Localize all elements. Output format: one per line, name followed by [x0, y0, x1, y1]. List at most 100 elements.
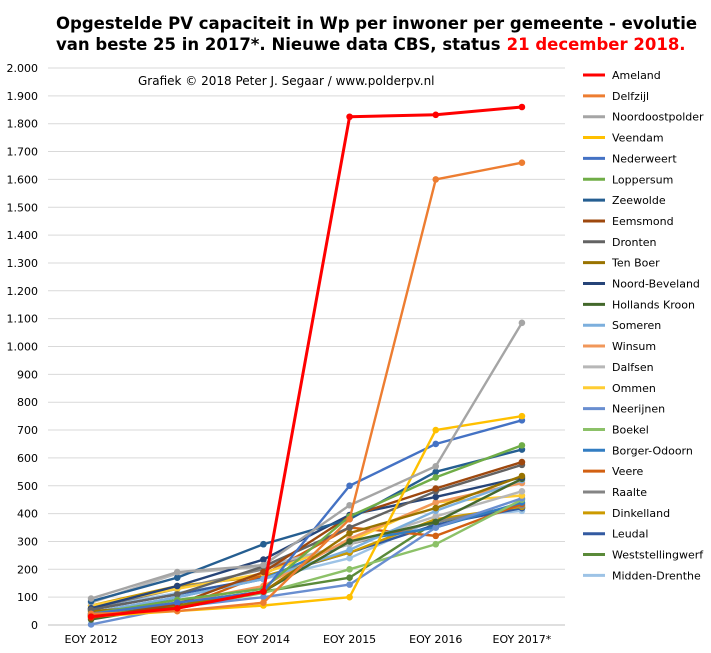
series-delfzijl — [87, 159, 526, 618]
legend-label: Borger-Odoorn — [612, 444, 693, 457]
legend-item: Hollands Kroon — [583, 298, 695, 311]
y-tick-label: 700 — [17, 424, 38, 437]
data-point — [432, 462, 440, 470]
data-point — [260, 599, 267, 607]
data-point — [432, 524, 440, 531]
data-point — [173, 574, 181, 581]
data-point — [518, 458, 526, 466]
y-tick-label: 300 — [17, 535, 38, 548]
y-tick-label: 900 — [17, 368, 38, 381]
x-tick-label: EOY 2014 — [237, 633, 290, 646]
legend-item: Ommen — [583, 382, 656, 395]
data-point — [260, 556, 267, 563]
y-tick-label: 1.600 — [7, 173, 39, 186]
legend-item: Weststellingwerf — [583, 549, 704, 562]
y-tick-label: 1.400 — [7, 229, 39, 242]
y-tick-label: 200 — [17, 563, 38, 576]
series-ameland — [87, 103, 526, 620]
legend-item: Neerijnen — [583, 403, 665, 416]
legend-label: Veendam — [612, 132, 664, 145]
data-point — [260, 593, 267, 601]
series-line — [89, 161, 524, 616]
legend-label: Eemsmond — [612, 215, 674, 228]
legend-item: Midden-Drenthe — [583, 569, 701, 582]
legend-label: Dalfsen — [612, 361, 654, 374]
series-line — [89, 463, 524, 611]
data-point — [432, 504, 440, 512]
x-axis: EOY 2012 EOY 2013 EOY 2014 EOY 2015 EOY 2016… — [64, 633, 551, 646]
data-point — [173, 591, 181, 598]
data-point — [346, 529, 353, 537]
data-point — [432, 176, 440, 183]
data-point — [432, 111, 440, 119]
data-point — [432, 499, 440, 506]
data-point — [518, 159, 526, 166]
x-tick-label: EOY 2012 — [64, 633, 117, 646]
legend-label: Noordoostpolder — [612, 111, 704, 124]
data-point — [432, 513, 440, 520]
data-point — [346, 574, 353, 581]
legend-label: Zeewolde — [612, 194, 666, 207]
chart-title-line-2: van beste 25 in 2017*. Nieuwe data CBS, … — [56, 35, 686, 54]
series-lines — [87, 103, 526, 628]
data-point — [346, 538, 353, 545]
series-noordoostpolder — [87, 319, 526, 602]
legend-label: Boekel — [612, 423, 649, 436]
legend-label: Ommen — [612, 382, 656, 395]
x-tick-label: EOY 2013 — [151, 633, 204, 646]
data-point — [518, 472, 526, 480]
y-tick-label: 100 — [17, 591, 38, 604]
legend-item: Veere — [583, 465, 643, 478]
series-line — [89, 444, 524, 616]
data-point — [173, 604, 181, 612]
y-tick-label: 1.200 — [7, 285, 39, 298]
legend-item: Delfzijl — [583, 90, 649, 103]
y-tick-label: 1.500 — [7, 201, 39, 214]
y-tick-label: 1.900 — [7, 90, 39, 103]
legend-item: Dinkelland — [583, 507, 670, 520]
data-point — [518, 488, 526, 495]
data-point — [432, 493, 440, 501]
y-tick-label: 600 — [17, 452, 38, 465]
legend-item: Nederweert — [583, 152, 677, 165]
legend-label: Ameland — [612, 69, 661, 82]
y-tick-label: 400 — [17, 508, 38, 521]
legend-label: Ten Boer — [611, 257, 660, 270]
series-line — [89, 448, 524, 603]
data-point — [346, 524, 353, 531]
legend-label: Veere — [612, 465, 643, 478]
legend-label: Loppersum — [612, 173, 673, 186]
data-point — [346, 593, 353, 601]
data-point — [518, 442, 526, 449]
legend-label: Delfzijl — [612, 90, 649, 103]
legend-item: Ten Boer — [583, 257, 660, 270]
data-point — [432, 485, 440, 492]
data-point — [432, 440, 440, 448]
data-point — [173, 599, 181, 607]
y-tick-label: 0 — [31, 619, 38, 632]
data-point — [346, 501, 353, 509]
chart-title-highlight: 21 december 2018. — [507, 35, 686, 54]
x-tick-label: EOY 2015 — [323, 633, 376, 646]
data-point — [346, 546, 353, 554]
y-tick-label: 2.000 — [7, 62, 39, 75]
legend-label: Leudal — [612, 528, 648, 541]
y-tick-label: 500 — [17, 480, 38, 493]
data-point — [87, 595, 95, 602]
x-tick-label: EOY 2016 — [409, 633, 462, 646]
legend-item: Leudal — [583, 528, 648, 541]
series-line — [89, 494, 524, 607]
legend-item: Boekel — [583, 423, 649, 436]
legend-label: Someren — [612, 319, 661, 332]
data-point — [346, 566, 353, 573]
legend-item: Eemsmond — [583, 215, 674, 228]
legend-label: Winsum — [612, 340, 656, 353]
data-point — [346, 113, 353, 121]
legend-label: Nederweert — [612, 152, 677, 165]
legend-item: Veendam — [583, 132, 664, 145]
data-point — [432, 468, 440, 476]
legend-label: Neerijnen — [612, 403, 665, 416]
data-point — [87, 613, 95, 620]
x-tick-label: EOY 2017* — [493, 633, 552, 646]
data-point — [173, 568, 181, 576]
